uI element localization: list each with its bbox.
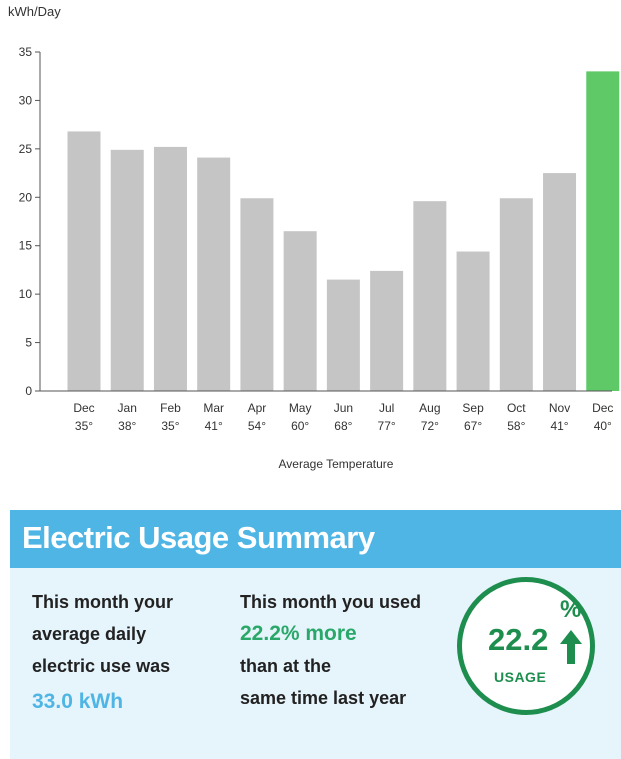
x-tick-label-month: Jul [379, 401, 394, 415]
x-tick-label-temperature: 38° [118, 419, 136, 433]
x-tick-label-temperature: 60° [291, 419, 309, 433]
x-tick-label-month: Sep [462, 401, 484, 415]
daily-use-column: This month your average daily electric u… [32, 586, 173, 718]
bar [499, 198, 533, 391]
summary-title: Electric Usage Summary [22, 520, 375, 555]
x-tick-label-month: May [289, 401, 312, 415]
comparison-line4: same time last year [240, 688, 407, 708]
x-tick-label-month: Jan [118, 401, 137, 415]
badge-percent: % [560, 596, 582, 623]
bar [197, 157, 231, 391]
x-tick-label-temperature: 54° [248, 419, 266, 433]
bar [326, 279, 360, 391]
usage-bar-chart: kWh/Day 0 5 10 15 20 25 30 35 Dec 35° Jan 38° Feb 35… [8, 4, 620, 471]
y-tick-label: 30 [19, 93, 33, 107]
bar [67, 131, 101, 391]
bar [240, 198, 274, 391]
x-tick-label-month: Mar [203, 401, 224, 415]
comparison-line1: This month you used [240, 592, 422, 612]
x-tick-label-temperature: 41° [550, 419, 568, 433]
x-tick-label-temperature: 35° [161, 419, 179, 433]
x-tick-label-temperature: 41° [205, 419, 223, 433]
bar [456, 251, 490, 391]
x-tick-label-month: Feb [160, 401, 181, 415]
comparison-line3: than at the [240, 656, 332, 676]
x-tick-label-temperature: 40° [594, 419, 612, 433]
x-tick-label-month: Apr [248, 401, 267, 415]
badge-value: 22.2 [488, 622, 549, 657]
x-tick-label-month: Dec [592, 401, 613, 415]
y-tick-label: 5 [25, 336, 32, 350]
x-tick-label-temperature: 67° [464, 419, 482, 433]
bar [110, 149, 144, 391]
y-axis-label: kWh/Day [8, 4, 61, 19]
electric-usage-summary-panel: Electric Usage Summary This month your a… [10, 510, 621, 759]
x-tick-label-temperature: 35° [75, 419, 93, 433]
x-tick-label-temperature: 58° [507, 419, 525, 433]
x-axis-label: Average Temperature [279, 457, 394, 471]
up-arrow-icon [560, 630, 582, 664]
x-tick-label-temperature: 77° [378, 419, 396, 433]
x-tick-label-month: Jun [334, 401, 353, 415]
comparison-column: This month you used 22.2% more than at t… [240, 586, 421, 714]
bar [370, 270, 404, 391]
y-tick-label: 0 [25, 384, 32, 398]
x-tick-label-temperature: 72° [421, 419, 439, 433]
daily-use-line1: This month your [32, 592, 173, 612]
y-tick-label: 25 [19, 142, 33, 156]
daily-use-line2: average daily [32, 624, 147, 644]
bar [283, 231, 317, 391]
bar [153, 146, 187, 391]
badge-label: USAGE [494, 669, 547, 685]
y-tick-label: 35 [19, 45, 33, 59]
bar [543, 173, 577, 391]
y-tick-label: 20 [19, 190, 33, 204]
daily-use-value: 33.0 kWh [32, 690, 124, 713]
comparison-highlight: 22.2% more [240, 622, 357, 645]
daily-use-line3: electric use was [32, 656, 171, 676]
x-tick-label-month: Nov [549, 401, 570, 415]
usage-badge: 22.2 % USAGE [457, 577, 595, 715]
x-tick-label-temperature: 68° [334, 419, 352, 433]
y-tick-label: 15 [19, 239, 33, 253]
bar [413, 201, 447, 391]
summary-header: Electric Usage Summary [10, 510, 621, 568]
y-tick-label: 10 [19, 287, 33, 301]
x-tick-label-month: Oct [507, 401, 526, 415]
x-tick-label-month: Aug [419, 401, 440, 415]
x-tick-label-month: Dec [73, 401, 94, 415]
bar [586, 71, 620, 391]
